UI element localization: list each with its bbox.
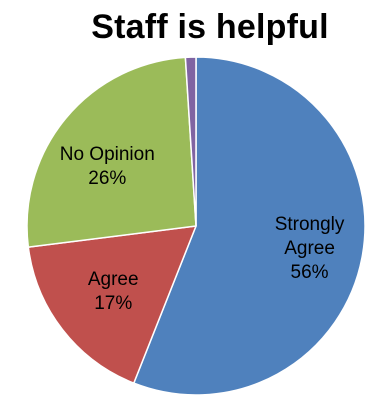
pie-slice-no-opinion (26, 56, 197, 248)
pie-slice-strongly-agree (133, 56, 366, 396)
slice-label-no-opinion: No Opinion 26% (60, 144, 155, 189)
chart-title: Staff is helpful (91, 8, 329, 46)
pie-slices (26, 56, 366, 396)
slice-label-agree: Agree 17% (88, 269, 139, 314)
pie-slice-agree (27, 225, 197, 384)
pie-slice-other (184, 56, 197, 227)
pie-labels: Strongly Agree 56% Agree 17% No Opinion 26% (60, 144, 345, 314)
slice-label-strongly-agree: Strongly Agree 56% (275, 214, 345, 283)
